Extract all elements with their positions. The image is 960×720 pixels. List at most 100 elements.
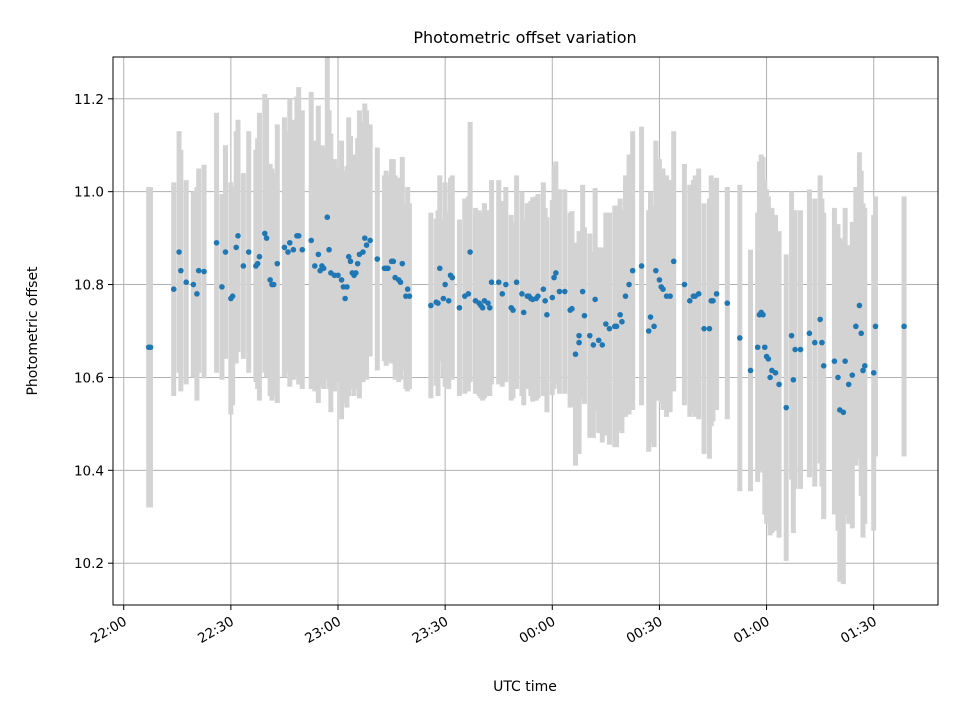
data-point [603, 321, 609, 327]
data-point [561, 288, 568, 295]
data-point [629, 267, 636, 274]
data-point [213, 239, 220, 246]
data-point [299, 246, 306, 253]
data-points [145, 214, 907, 416]
x-tick-label: 00:00 [517, 614, 559, 647]
data-point [286, 239, 293, 246]
data-point [845, 381, 852, 388]
data-point [360, 249, 366, 255]
x-tick-label: 23:30 [409, 614, 451, 647]
data-point [576, 339, 582, 346]
data-point [479, 304, 486, 311]
data-point [569, 305, 575, 312]
data-point [706, 325, 713, 332]
y-tick-label: 11.2 [74, 92, 104, 108]
data-point [542, 298, 548, 304]
errorbars [146, 57, 907, 585]
data-point [788, 332, 795, 339]
data-point [510, 307, 516, 313]
data-point [467, 249, 473, 255]
data-point [235, 232, 241, 239]
data-point [261, 230, 268, 237]
data-point [267, 277, 273, 283]
data-point [320, 265, 327, 272]
data-point [485, 300, 491, 306]
data-point [315, 251, 322, 258]
data-point [390, 258, 397, 265]
data-point [465, 291, 472, 297]
data-point [617, 311, 623, 318]
data-point [713, 291, 720, 297]
data-point [586, 332, 593, 339]
data-point [183, 279, 190, 286]
data-point [353, 270, 359, 276]
data-point [667, 293, 673, 299]
data-point [295, 232, 302, 239]
data-point [581, 312, 588, 319]
data-point [681, 281, 688, 288]
data-point [170, 286, 177, 293]
y-tick-label: 10.2 [74, 556, 104, 572]
data-point [399, 260, 406, 267]
x-tick-label: 00:30 [624, 614, 666, 647]
x-tick-label: 22:30 [195, 614, 237, 647]
data-point [361, 235, 368, 241]
data-point [256, 253, 263, 260]
data-point [435, 300, 441, 306]
data-point [761, 344, 768, 351]
data-point [872, 323, 879, 330]
data-point [503, 281, 509, 288]
data-point [445, 298, 452, 304]
data-point [190, 281, 197, 288]
data-point [344, 284, 350, 290]
data-point [406, 293, 413, 299]
data-point [820, 363, 827, 369]
data-point [240, 263, 247, 269]
data-point [842, 358, 848, 364]
data-point [553, 270, 559, 276]
data-point [195, 267, 202, 274]
data-point [772, 369, 779, 376]
data-point [849, 372, 856, 378]
data-point [853, 323, 859, 330]
data-point [783, 404, 790, 411]
y-tick-label: 10.4 [74, 463, 104, 479]
data-point [858, 330, 865, 337]
data-point [254, 260, 261, 267]
data-point [540, 286, 547, 293]
data-point [229, 293, 236, 299]
x-tick-label: 01:00 [731, 614, 773, 647]
data-point [590, 342, 597, 348]
data-point [428, 302, 434, 309]
data-point [840, 409, 847, 416]
data-point [347, 258, 354, 265]
data-point [519, 291, 525, 297]
data-point [342, 295, 348, 302]
data-point [861, 363, 868, 369]
data-point [367, 237, 373, 244]
data-point [595, 337, 602, 344]
data-point [499, 291, 506, 297]
data-point [835, 374, 841, 381]
data-point [363, 242, 370, 248]
data-point [592, 296, 598, 303]
data-point [797, 346, 804, 353]
data-point [695, 291, 702, 297]
data-point [901, 323, 907, 330]
data-point [619, 318, 625, 325]
data-point [765, 356, 772, 362]
data-point [647, 314, 654, 320]
data-point [338, 277, 345, 283]
x-tick-label: 22:00 [88, 614, 130, 647]
data-point [831, 358, 838, 364]
data-point [219, 284, 225, 290]
data-point [606, 325, 613, 332]
data-point [436, 265, 443, 272]
data-point [724, 300, 731, 306]
data-point [513, 279, 520, 286]
data-point [176, 249, 182, 255]
x-axis-ticks: 22:00 22:30 23:00 23:30 00:00 00:30 01:00 01:30 [88, 605, 880, 647]
data-point [653, 267, 659, 274]
data-point [385, 265, 391, 272]
